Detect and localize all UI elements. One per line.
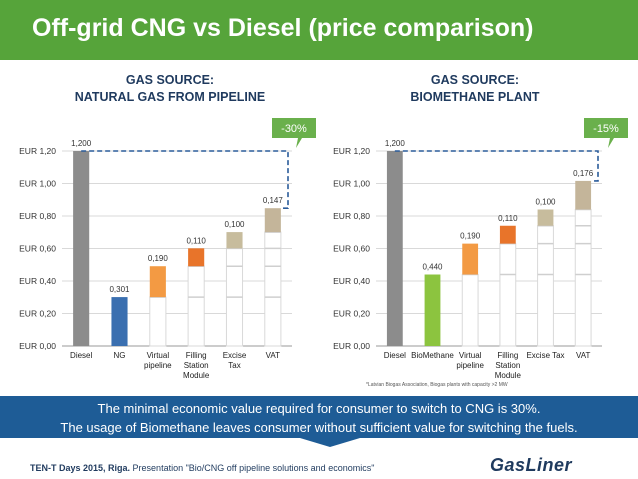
reduction-label: -30%: [281, 123, 307, 135]
reduction-callout: [584, 118, 628, 148]
conclusion-line-1: The minimal economic value required for …: [97, 401, 541, 416]
bar-ghost: [149, 296, 167, 347]
data-label: 1,200: [71, 139, 92, 148]
bar-4: [499, 225, 516, 244]
footer-citation: TEN-T Days 2015, Riga. Presentation "Bio…: [30, 463, 374, 473]
data-label: 0,440: [422, 263, 443, 272]
slide-title: Off-grid CNG vs Diesel (price comparison…: [32, 14, 534, 42]
panel-heading-line1: GAS SOURCE:: [125, 73, 215, 87]
panel-heading-line2: BIOMETHANE PLANT: [410, 90, 540, 104]
bar-ghost: [574, 209, 592, 347]
panel-heading-right: GAS SOURCE: BIOMETHANE PLANT: [350, 72, 600, 106]
bar-3: [149, 266, 166, 298]
waterfall-chart-left: EUR 0,00 EUR 0,20 EUR 0,40 EUR 0,60 EUR 0,80…: [19, 118, 316, 380]
waterfall-chart-right: EUR 0,00 EUR 0,20 EUR 0,40 EUR 0,60 EUR 0,80…: [333, 118, 628, 388]
x-tick-label: Module: [183, 371, 210, 380]
x-tick-label: pipeline: [144, 361, 172, 370]
y-tick-label: EUR 0,60: [333, 244, 370, 254]
y-tick-label: EUR 0,20: [333, 309, 370, 319]
diesel-reference-line: [394, 150, 599, 182]
y-tick-label: EUR 0,80: [333, 211, 370, 221]
reduction-label: -15%: [593, 123, 619, 135]
x-tick-label: Diesel: [70, 351, 92, 360]
y-tick-label: EUR 1,20: [333, 146, 370, 156]
x-tick-label: Station: [184, 361, 209, 370]
y-tick-label: EUR 1,00: [19, 179, 56, 189]
y-tick-label: EUR 1,20: [19, 146, 56, 156]
bar-2: [424, 274, 441, 346]
data-label: 0,147: [263, 196, 284, 205]
y-tick-label: EUR 0,80: [19, 211, 56, 221]
bar-6: [264, 208, 281, 233]
footer-text: Presentation "Bio/CNG off pipeline solut…: [130, 463, 375, 473]
x-tick-label: Module: [495, 371, 522, 380]
x-tick-label: Filling: [186, 351, 207, 360]
bar-4: [188, 248, 205, 267]
data-label: 0,100: [535, 198, 556, 207]
y-tick-label: EUR 0,60: [19, 244, 56, 254]
x-tick-label: Filling: [497, 351, 518, 360]
bar-5: [537, 209, 554, 226]
bar-ghost: [461, 274, 479, 347]
bar-1: [73, 151, 90, 346]
y-tick-label: EUR 0,00: [19, 341, 56, 351]
title-bar: Off-grid CNG vs Diesel (price comparison…: [0, 0, 638, 60]
panel-heading-left: GAS SOURCE: NATURAL GAS FROM PIPELINE: [40, 72, 300, 106]
panel-heading-line2: NATURAL GAS FROM PIPELINE: [74, 90, 266, 104]
footer-event: TEN-T Days 2015, Riga.: [30, 463, 131, 473]
bar-ghost: [187, 265, 205, 347]
data-label: 0,110: [498, 214, 518, 223]
bar-5: [226, 232, 243, 249]
x-tick-label: NG: [114, 351, 126, 360]
data-label: 0,190: [148, 254, 169, 263]
data-label: 0,100: [224, 220, 245, 229]
x-tick-label: Diesel: [384, 351, 406, 360]
bar-1: [386, 151, 403, 346]
x-tick-label: pipeline: [456, 361, 484, 370]
bar-2: [111, 297, 128, 346]
x-tick-label: Virtual: [459, 351, 482, 360]
x-tick-label: Tax: [228, 361, 240, 370]
data-label: 0,110: [186, 236, 206, 245]
x-tick-label: Excise: [223, 351, 247, 360]
x-tick-label: Station: [495, 361, 520, 370]
x-tick-label: Excise Tax: [526, 351, 564, 360]
x-tick-label: BioMethane: [411, 351, 454, 360]
y-tick-label: EUR 0,40: [19, 276, 56, 286]
bar-6: [575, 180, 592, 210]
panel-heading-line1: GAS SOURCE:: [430, 73, 520, 87]
y-tick-label: EUR 0,20: [19, 309, 56, 319]
conclusion-pointer: [300, 438, 360, 447]
x-tick-label: VAT: [576, 351, 590, 360]
y-tick-label: EUR 0,40: [333, 276, 370, 286]
data-label: 0,190: [460, 232, 481, 241]
reduction-callout: [272, 118, 316, 148]
bar-ghost: [264, 231, 282, 347]
data-label: 0,301: [109, 285, 130, 294]
bar-3: [462, 243, 479, 275]
conclusion-line-2: The usage of Biomethane leaves consumer …: [60, 420, 578, 435]
y-tick-label: EUR 0,00: [333, 341, 370, 351]
x-tick-label: VAT: [266, 351, 280, 360]
bar-ghost: [499, 243, 517, 347]
gasliner-logo: GasLiner: [490, 455, 573, 475]
x-tick-label: Virtual: [147, 351, 170, 360]
conclusion-box: The minimal economic value required for …: [0, 396, 638, 438]
y-tick-label: EUR 1,00: [333, 179, 370, 189]
data-label: 0,176: [573, 169, 594, 178]
diesel-reference-line: [81, 150, 289, 209]
footnote: *Latvian Biogas Association, Biogas plan…: [366, 382, 508, 388]
data-label: 1,200: [385, 139, 406, 148]
